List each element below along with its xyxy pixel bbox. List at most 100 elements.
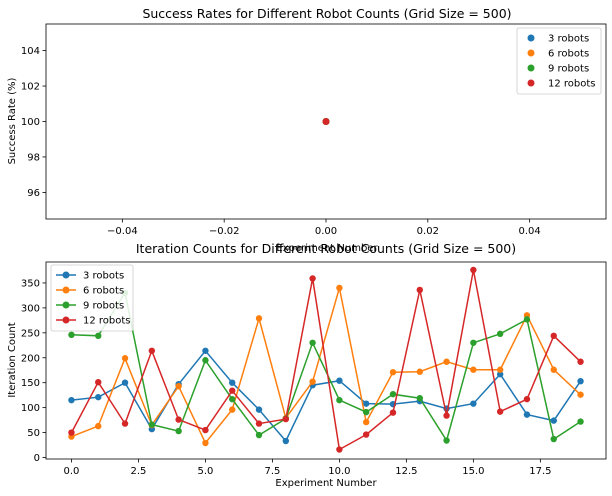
iteration-point xyxy=(175,427,182,435)
iteration-legend-item: 9 robots xyxy=(56,301,124,312)
success-y-axis-label: Success Rate (%) xyxy=(7,77,18,164)
iteration-point xyxy=(309,275,316,282)
success-legend-item: 12 robots xyxy=(527,79,596,90)
iteration-point xyxy=(229,395,236,403)
iteration-y-tick-label: 100 xyxy=(21,403,40,414)
iteration-plot-area xyxy=(68,266,584,453)
iteration-x-axis: 0.0 2.5 5.0 7.5 10.0 12.5 15.0 17.5 xyxy=(64,459,551,477)
success-x-tick-label: −0.04 xyxy=(107,226,138,237)
iteration-point xyxy=(95,378,102,386)
iteration-point xyxy=(336,284,343,292)
iteration-point xyxy=(577,358,584,365)
iteration-point xyxy=(362,400,370,407)
iteration-series-line xyxy=(71,349,582,443)
success-y-axis: 96 98 100 102 104 xyxy=(21,46,46,199)
iteration-point xyxy=(470,266,477,274)
success-legend-frame xyxy=(516,27,602,95)
success-legend-marker xyxy=(527,79,535,87)
iteration-point xyxy=(309,378,316,385)
iteration-point xyxy=(389,390,397,398)
iteration-legend-label: 9 robots xyxy=(83,301,124,312)
iteration-point xyxy=(229,387,236,394)
iteration-point xyxy=(202,426,209,434)
success-legend: 3 robots 6 robots 9 robots 12 robots xyxy=(516,27,602,95)
iteration-point xyxy=(336,396,343,404)
iteration-point xyxy=(577,418,584,425)
iteration-point xyxy=(443,437,450,444)
success-rate-chart: Success Rates for Different Robot Counts… xyxy=(7,6,607,254)
iteration-point xyxy=(577,377,584,385)
iteration-legend-label: 6 robots xyxy=(83,286,124,297)
iteration-point xyxy=(309,339,316,346)
success-legend-marker xyxy=(527,64,535,72)
iteration-point xyxy=(202,347,209,354)
iteration-y-tick-label: 150 xyxy=(21,378,40,389)
iteration-y-tick-label: 50 xyxy=(27,428,40,439)
success-legend-item: 6 robots xyxy=(527,49,589,60)
iteration-legend: 3 robots 6 robots 9 robots 12 robots xyxy=(50,264,134,332)
iteration-point xyxy=(470,366,477,373)
iteration-point xyxy=(336,377,343,384)
iteration-point xyxy=(95,422,102,430)
iteration-point xyxy=(523,411,531,418)
iteration-y-tick-label: 300 xyxy=(21,303,40,314)
iteration-point xyxy=(68,429,75,436)
success-legend-label: 9 robots xyxy=(548,64,589,75)
iteration-point xyxy=(121,355,129,362)
success-legend-item: 3 robots xyxy=(527,34,589,45)
iteration-legend-frame xyxy=(50,264,134,332)
iteration-point xyxy=(121,379,129,386)
success-x-tick-label: 0.04 xyxy=(519,226,541,237)
iteration-point xyxy=(443,358,450,365)
iteration-y-tick-label: 200 xyxy=(21,353,40,364)
iteration-point xyxy=(229,406,236,413)
success-legend-label: 3 robots xyxy=(548,34,589,45)
iteration-x-tick-label: 7.5 xyxy=(264,466,280,477)
success-legend-marker xyxy=(527,34,535,42)
success-chart-title: Success Rates for Different Robot Counts… xyxy=(142,6,511,21)
iteration-point xyxy=(282,415,290,423)
iteration-point xyxy=(229,379,236,386)
iteration-point xyxy=(443,412,450,419)
iteration-point xyxy=(496,371,504,378)
iteration-point xyxy=(496,408,504,415)
iteration-point xyxy=(577,391,584,398)
success-point xyxy=(322,118,330,125)
iteration-legend-item: 3 robots xyxy=(56,271,124,282)
iteration-x-tick-label: 0.0 xyxy=(64,466,80,477)
iteration-point xyxy=(550,417,557,424)
iteration-point xyxy=(68,331,75,339)
iteration-point xyxy=(470,400,477,407)
success-y-tick-label: 100 xyxy=(21,117,40,128)
iteration-point xyxy=(202,357,209,364)
iteration-point xyxy=(175,416,182,423)
iteration-x-tick-label: 2.5 xyxy=(130,466,146,477)
iteration-legend-marker xyxy=(62,286,70,294)
iteration-x-tick-label: 5.0 xyxy=(197,466,213,477)
iteration-legend-marker xyxy=(62,271,70,279)
iteration-point xyxy=(255,406,263,413)
iteration-point xyxy=(416,286,423,294)
iteration-point xyxy=(336,446,343,453)
success-x-axis-label: Experiment Number xyxy=(276,243,378,254)
success-legend-label: 12 robots xyxy=(548,79,596,90)
iteration-legend-label: 3 robots xyxy=(83,271,124,282)
iteration-point xyxy=(470,339,477,346)
iteration-x-tick-label: 12.5 xyxy=(395,466,417,477)
iteration-legend-label: 12 robots xyxy=(83,316,131,327)
success-x-tick-label: 0.00 xyxy=(315,226,337,237)
iteration-point xyxy=(148,347,156,354)
success-plot-area xyxy=(322,118,330,125)
iteration-point xyxy=(550,435,557,443)
iteration-x-tick-label: 10.0 xyxy=(328,466,350,477)
success-y-tick-label: 102 xyxy=(21,82,40,93)
iteration-axes-frame xyxy=(45,261,607,460)
iteration-y-tick-label: 250 xyxy=(21,328,40,339)
iteration-x-tick-label: 15.0 xyxy=(462,466,484,477)
success-y-tick-label: 104 xyxy=(21,46,40,57)
iteration-point xyxy=(362,408,370,416)
iteration-point xyxy=(362,418,370,426)
iteration-point xyxy=(95,393,102,401)
iteration-legend-marker xyxy=(62,316,70,324)
